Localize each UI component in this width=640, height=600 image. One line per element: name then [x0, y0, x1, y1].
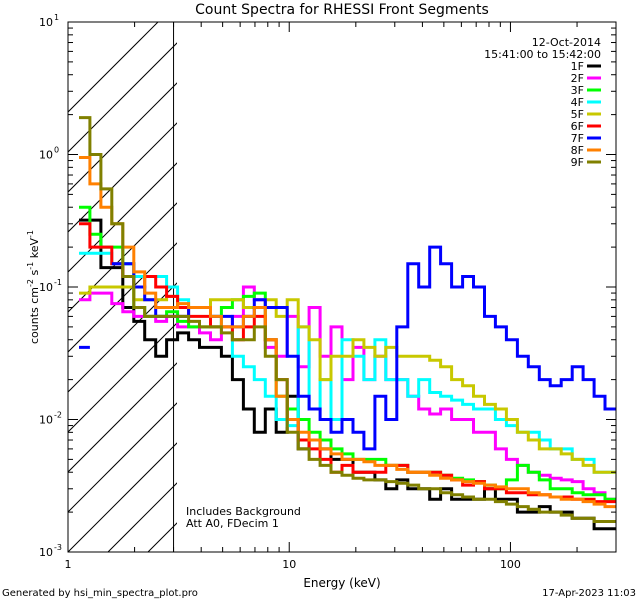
annotation-background: Includes Background — [186, 505, 301, 518]
series-9F — [79, 116, 616, 523]
hatch-line — [68, 442, 177, 552]
hatch-line — [68, 402, 177, 513]
generated-by-label: Generated by hsi_min_spectra_plot.pro — [2, 588, 198, 599]
chart-title: Count Spectra for RHESSI Front Segments — [195, 2, 489, 18]
y-tick-exponent: -2 — [54, 411, 62, 420]
hatch-line — [68, 42, 177, 153]
axis-ticks — [67, 21, 617, 553]
x-tick-labels: 1 10 100 — [65, 558, 521, 571]
y-tick-exponent: 0 — [54, 146, 59, 155]
legend-label: 6F — [571, 120, 584, 133]
timestamp-label: 17-Apr-2023 11:03 — [542, 588, 636, 599]
legend-label: 7F — [571, 132, 584, 145]
legend-label: 5F — [571, 108, 584, 121]
y-tick-exponent: 1 — [54, 13, 59, 22]
y-tick-label: 10 — [39, 281, 53, 294]
legend-label: 1F — [571, 60, 584, 73]
hatch-line — [147, 522, 177, 552]
legend-label: 3F — [571, 84, 584, 97]
legend-label: 8F — [571, 144, 584, 157]
y-tick-exponent: -1 — [54, 278, 62, 287]
series-2F — [79, 285, 616, 501]
y-tick-exponent: -3 — [54, 543, 62, 552]
hatch-line — [68, 82, 177, 193]
y-tick-label: 10 — [39, 546, 53, 559]
series-layer — [79, 116, 616, 531]
x-axis-label: Energy (keV) — [303, 576, 380, 590]
y-tick-label: 10 — [39, 149, 53, 162]
hatch-line — [68, 362, 177, 473]
date-label: 12-Oct-2014 — [532, 36, 601, 49]
series-4F — [79, 251, 616, 474]
time-range-label: 15:41:00 to 15:42:00 — [484, 48, 601, 61]
legend-label: 9F — [571, 156, 584, 169]
x-tick-label: 1 — [65, 558, 72, 571]
series-6F — [79, 222, 616, 504]
series-8F — [79, 156, 616, 509]
y-axis-label: counts cm-2 s-1 keV-1 — [26, 230, 41, 344]
legend-label: 2F — [571, 72, 584, 85]
series-3F — [79, 205, 616, 501]
x-tick-label: 10 — [282, 558, 296, 571]
y-tick-label: 10 — [39, 16, 53, 29]
legend-label: 4F — [571, 96, 584, 109]
y-tick-label: 10 — [39, 414, 53, 427]
x-tick-label: 100 — [500, 558, 521, 571]
hatch-line — [68, 22, 159, 113]
annotation-attenuator: Att A0, FDecim 1 — [186, 517, 279, 530]
series-1F — [79, 218, 616, 531]
